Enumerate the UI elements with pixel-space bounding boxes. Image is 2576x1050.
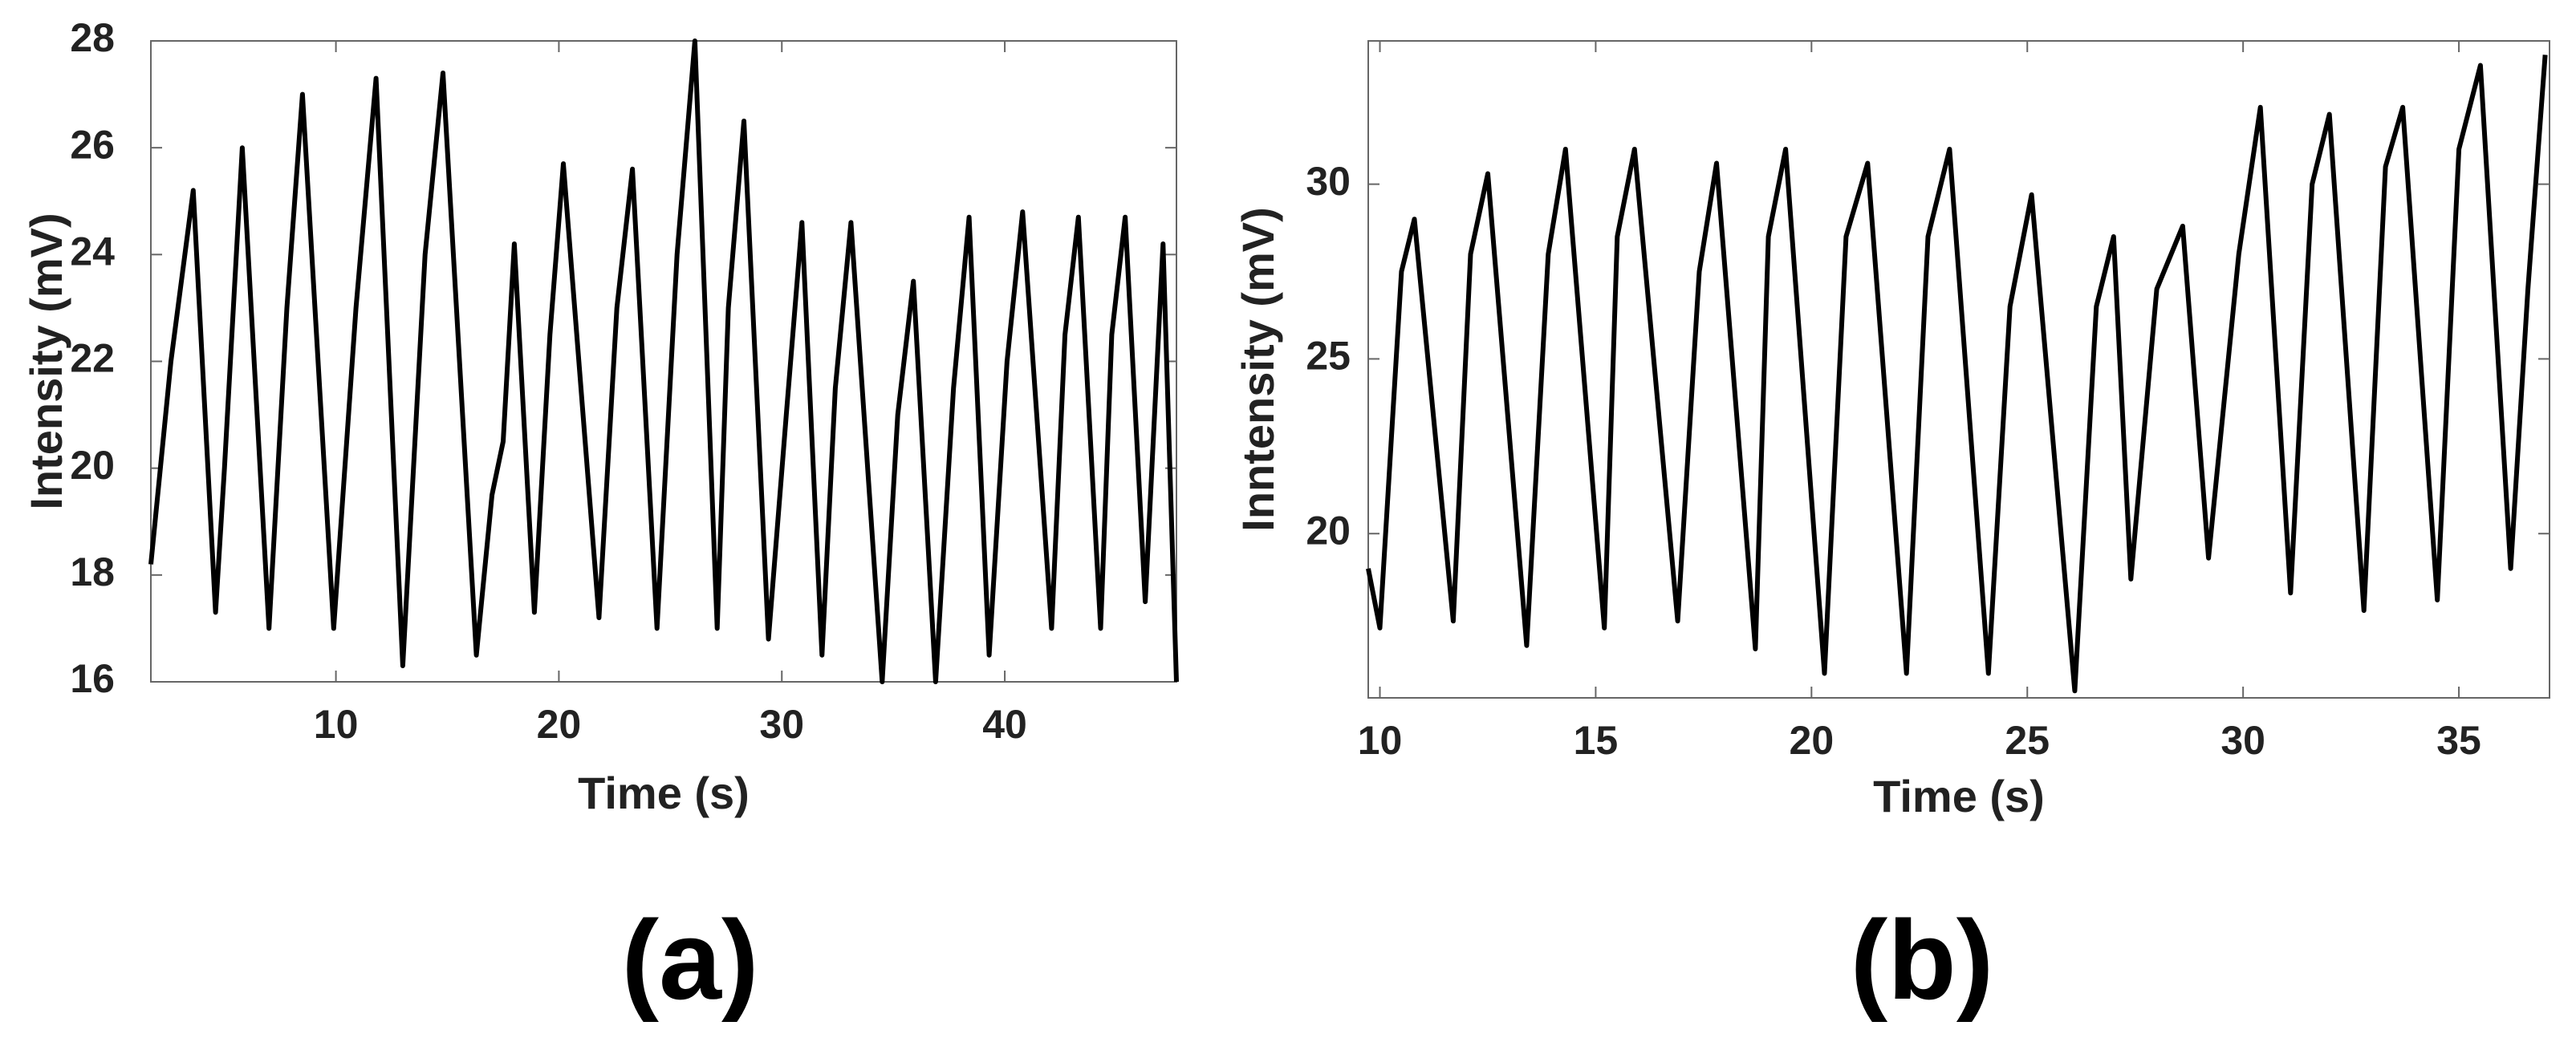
x-tick-label: 20	[1790, 718, 1834, 763]
y-tick-label: 30	[1306, 159, 1351, 204]
x-tick-label: 20	[537, 702, 582, 747]
y-tick-label: 28	[70, 15, 115, 60]
plot-frame	[1367, 40, 2550, 699]
y-tick-label: 20	[70, 443, 115, 488]
x-tick-label: 35	[2436, 718, 2481, 763]
y-axis-label: Intensity (mV)	[21, 213, 71, 509]
panel-label: (b)	[1851, 897, 1994, 1023]
y-tick-label: 22	[70, 336, 115, 381]
panel-label: (a)	[621, 897, 758, 1023]
x-tick-label: 40	[982, 702, 1027, 747]
y-tick-label: 18	[70, 549, 115, 594]
signal-line	[148, 39, 1179, 684]
y-tick-label: 26	[70, 122, 115, 167]
x-tick-label: 10	[1358, 718, 1403, 763]
signal-line	[1366, 55, 2548, 694]
y-tick-label: 20	[1306, 508, 1351, 553]
x-tick-label: 30	[2220, 718, 2265, 763]
y-tick-label: 25	[1306, 334, 1351, 379]
y-tick-label: 24	[70, 229, 115, 274]
x-tick-label: 10	[314, 702, 359, 747]
x-tick-label: 15	[1574, 718, 1619, 763]
x-axis-label: Time (s)	[1873, 771, 2045, 821]
x-tick-label: 30	[759, 702, 804, 747]
x-tick-label: 25	[2005, 718, 2050, 763]
y-tick-label: 16	[70, 656, 115, 701]
x-axis-label: Time (s)	[578, 768, 750, 818]
y-axis-label: Inntensity (mV)	[1233, 207, 1283, 531]
